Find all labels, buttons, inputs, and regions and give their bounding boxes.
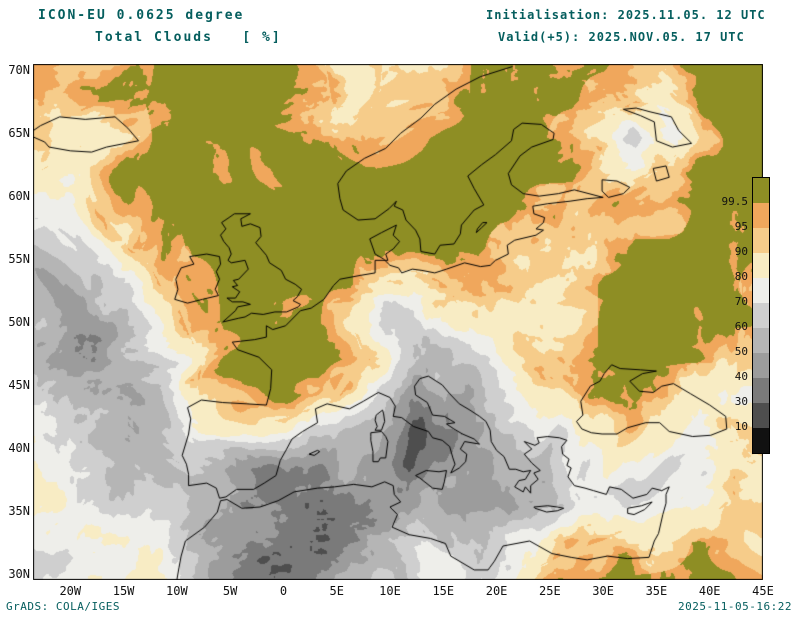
- x-axis-tick-label: 40E: [698, 584, 721, 598]
- colorbar-segment: [753, 403, 769, 428]
- colorbar-tick-label: 60: [734, 320, 748, 333]
- y-axis-tick-label: 45N: [8, 377, 30, 392]
- colorbar-segment: [753, 428, 769, 453]
- y-axis-tick-label: 40N: [8, 440, 30, 455]
- creation-timestamp: 2025-11-05-16:22: [678, 600, 792, 613]
- colorbar-tick-label: 95: [734, 220, 748, 233]
- grads-credit: GrADS: COLA/IGES: [6, 600, 120, 613]
- x-axis-tick-label: 0: [279, 584, 288, 598]
- colorbar-segment: [753, 228, 769, 253]
- colorbar-segment: [753, 328, 769, 353]
- colorbar-segment: [753, 378, 769, 403]
- x-axis-tick-label: 15E: [432, 584, 455, 598]
- x-axis-tick-label: 20E: [485, 584, 508, 598]
- x-axis-tick-label: 15W: [112, 584, 135, 598]
- colorbar-tick-label: 80: [734, 270, 748, 283]
- x-axis-tick-label: 20W: [59, 584, 82, 598]
- y-axis-tick-label: 70N: [8, 63, 30, 78]
- colorbar-segment: [753, 203, 769, 228]
- x-axis-tick-label: 10W: [166, 584, 188, 598]
- y-axis-tick-label: 55N: [8, 252, 30, 267]
- x-axis-tick-label: 5W: [222, 584, 238, 598]
- colorbar-tick-label: 30: [734, 395, 748, 408]
- x-axis-tick-label: 45E: [752, 584, 774, 598]
- colorbar-tick-label: 70: [734, 295, 748, 308]
- init-time-label: Initialisation: 2025.11.05. 12 UTC: [486, 8, 766, 22]
- valid-time-label: Valid(+5): 2025.NOV.05. 17 UTC: [498, 30, 745, 44]
- colorbar-segment: [753, 253, 769, 278]
- colorbar-tick-label: 50: [734, 345, 748, 358]
- y-axis-tick-label: 50N: [8, 315, 30, 329]
- x-axis-tick-label: 30E: [592, 584, 614, 598]
- model-title: ICON-EU 0.0625 degree: [38, 8, 245, 23]
- x-axis-tick-label: 25E: [539, 584, 561, 598]
- y-axis-tick-label: 65N: [8, 126, 30, 141]
- variable-title: Total Clouds [ %]: [95, 30, 282, 45]
- colorbar: [752, 177, 770, 454]
- y-axis-tick-label: 35N: [8, 503, 30, 518]
- cloud-cover-map-raster: [33, 64, 763, 580]
- colorbar-segment: [753, 353, 769, 378]
- x-axis-tick-label: 35E: [645, 584, 668, 598]
- y-axis-tick-label: 30N: [8, 566, 30, 581]
- colorbar-tick-label: 10: [734, 420, 748, 433]
- colorbar-tick-label: 90: [734, 245, 748, 258]
- x-axis-tick-label: 5E: [329, 584, 344, 598]
- colorbar-segment: [753, 178, 769, 203]
- y-axis-tick-label: 60N: [8, 189, 30, 204]
- colorbar-segment: [753, 303, 769, 328]
- colorbar-segment: [753, 278, 769, 303]
- colorbar-tick-label: 99.5: [721, 195, 749, 208]
- colorbar-tick-label: 40: [734, 370, 748, 383]
- x-axis-tick-label: 10E: [379, 584, 401, 598]
